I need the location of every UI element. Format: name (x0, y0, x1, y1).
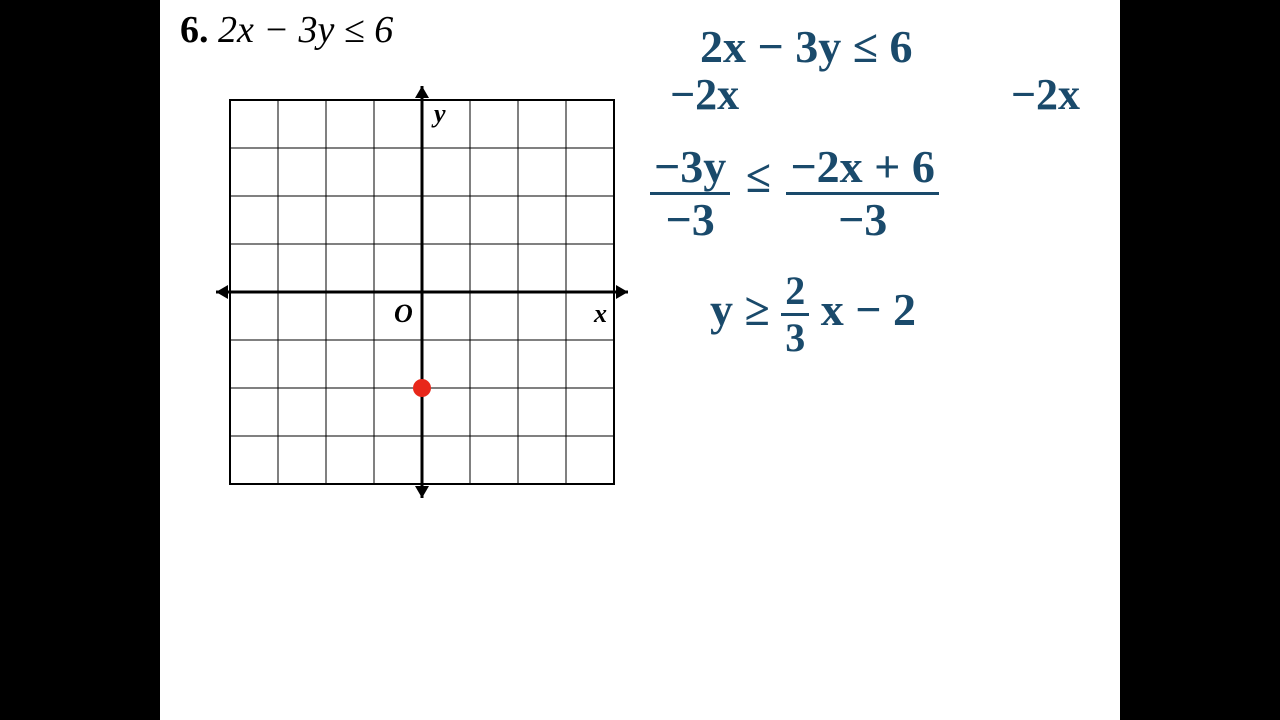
step4-fraction: 2 3 (781, 271, 809, 358)
coordinate-graph: y x O (210, 80, 634, 509)
step3-left-den: −3 (650, 195, 730, 243)
step3-left-num: −3y (650, 144, 730, 195)
problem-header: 6. 2x − 3y ≤ 6 (180, 8, 393, 52)
step2-left: −2x (670, 69, 739, 120)
work-line-1: 2x − 3y ≤ 6 (700, 20, 1110, 73)
step2-right: −2x (1011, 69, 1080, 120)
step4-num: 2 (781, 271, 809, 316)
graph-svg: y x O (210, 80, 634, 504)
svg-text:x: x (593, 299, 607, 328)
step4-pre: y ≥ (710, 284, 781, 335)
step3-operator: ≤ (746, 151, 771, 202)
work-line-3: −3y −3 ≤ −2x + 6 −3 (650, 144, 1110, 243)
math-worksheet-page: 6. 2x − 3y ≤ 6 y x O 2x − 3y ≤ 6 −2x −2x −… (160, 0, 1120, 720)
handwritten-work: 2x − 3y ≤ 6 −2x −2x −3y −3 ≤ −2x + 6 −3 … (680, 20, 1110, 358)
work-line-2: −2x −2x (680, 69, 1080, 120)
step3-left-fraction: −3y −3 (650, 144, 730, 243)
step3-right-fraction: −2x + 6 −3 (786, 144, 938, 243)
step3-right-num: −2x + 6 (786, 144, 938, 195)
step4-post: x − 2 (821, 284, 916, 335)
step4-den: 3 (781, 316, 809, 358)
problem-number: 6. (180, 9, 209, 51)
step1-text: 2x − 3y ≤ 6 (700, 21, 912, 72)
svg-text:y: y (431, 99, 446, 128)
problem-equation: 2x − 3y ≤ 6 (218, 9, 393, 51)
svg-text:O: O (394, 299, 413, 328)
step3-right-den: −3 (786, 195, 938, 243)
work-line-4: y ≥ 2 3 x − 2 (710, 271, 1110, 358)
